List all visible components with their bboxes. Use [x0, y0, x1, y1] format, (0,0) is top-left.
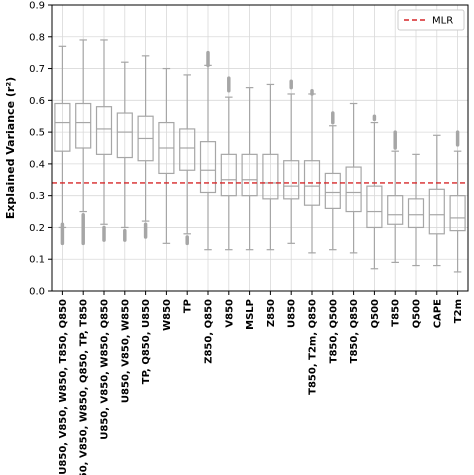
- x-tick-label: TP, Q850, U850: [141, 299, 152, 384]
- y-tick-label: 0.8: [29, 32, 45, 43]
- legend-label-mlr: MLR: [432, 16, 453, 27]
- x-tick-label: Z850: [266, 299, 277, 327]
- box-iqr: [241, 153, 258, 197]
- box-iqr: [387, 195, 404, 225]
- x-tick-label: U850: [287, 299, 298, 328]
- box-iqr: [220, 153, 237, 197]
- box-iqr: [283, 160, 300, 200]
- x-tick-label: MSLP: [245, 299, 256, 330]
- y-tick-label: 0.7: [29, 64, 45, 75]
- box-iqr: [449, 195, 466, 232]
- y-tick-label: 0.0: [29, 287, 45, 298]
- y-tick-label: 0.4: [29, 159, 45, 170]
- x-tick-label: Q500: [412, 299, 423, 328]
- box-iqr: [95, 106, 113, 155]
- y-tick-label: 0.1: [29, 255, 45, 266]
- box-iqr: [75, 102, 92, 149]
- y-tick-label: 0.9: [29, 1, 45, 12]
- x-tick-label: T2m: [453, 299, 464, 323]
- y-axis-title: Explained Variance (r²): [4, 77, 17, 219]
- plot-frame: [51, 4, 469, 292]
- box-iqr: [199, 141, 217, 194]
- box-iqr: [179, 128, 196, 171]
- x-tick-label: T850, Q500: [328, 299, 339, 363]
- y-tick-label: 0.5: [29, 128, 45, 139]
- legend-box: [397, 9, 465, 31]
- x-tick-label: TP: [183, 299, 194, 313]
- box-iqr: [345, 166, 362, 213]
- x-tick-label: T850, Q850: [349, 299, 360, 363]
- box-iqr: [366, 185, 383, 229]
- x-tick-label: U850, V850, W850, Q850, TP, T850: [79, 299, 90, 475]
- box-iqr: [116, 112, 133, 159]
- y-tick-label: 0.6: [29, 96, 45, 107]
- box-iqr: [407, 198, 425, 229]
- x-tick-label: U850, V850, W850, Q850: [100, 299, 111, 440]
- x-tick-label: Q500: [370, 299, 381, 328]
- y-tick-label: 0.3: [29, 191, 45, 202]
- y-tick-label: 0.2: [29, 223, 45, 234]
- x-tick-label: T850, T2m, Q850: [308, 299, 319, 395]
- box-iqr: [54, 102, 71, 152]
- box-iqr: [262, 153, 279, 200]
- x-tick-label: T850: [391, 299, 402, 327]
- x-tick-label: Z850, Q850: [204, 299, 215, 364]
- x-tick-label: U850, V850, W850, T850, Q850: [58, 299, 69, 475]
- x-tick-label: CAPE: [432, 299, 443, 328]
- box-iqr: [428, 188, 445, 235]
- x-tick-label: U850, V850, W850: [120, 299, 131, 403]
- x-tick-label: W850: [162, 299, 173, 331]
- x-tick-label: V850: [224, 299, 235, 328]
- box-iqr: [324, 172, 341, 209]
